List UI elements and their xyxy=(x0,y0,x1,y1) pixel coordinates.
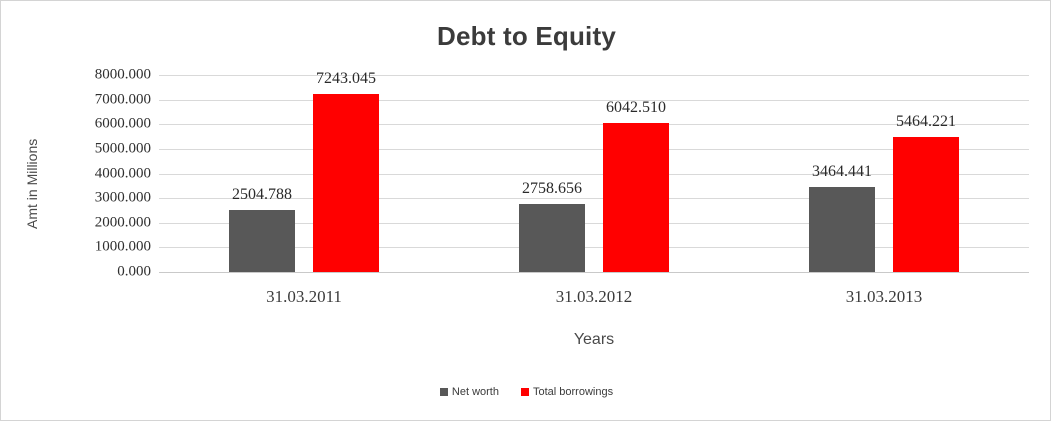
legend-entry[interactable]: Total borrowings xyxy=(520,386,614,398)
x-axis-category-label: 31.03.2011 xyxy=(266,287,342,306)
bar[interactable] xyxy=(603,123,669,272)
gridline xyxy=(159,272,1029,273)
y-axis-tick-labels: 8000.000 7000.000 6000.000 5000.000 4000.000… xyxy=(56,67,214,280)
y-axis-tick-label: 0.000 xyxy=(117,263,151,280)
gridline xyxy=(159,75,1029,76)
legend-entry[interactable]: Net worth xyxy=(439,386,499,398)
y-axis-tick-label: 5000.000 xyxy=(94,140,151,157)
bar[interactable] xyxy=(313,93,379,272)
bar[interactable] xyxy=(893,137,959,272)
gridline xyxy=(159,173,1029,175)
y-axis-tick-label: 4000.000 xyxy=(94,165,151,181)
legend-label: Net worth xyxy=(451,386,499,398)
y-axis-tick-label: 1000.000 xyxy=(94,238,151,255)
bar[interactable] xyxy=(519,204,585,272)
legend-swatch-icon xyxy=(520,388,529,396)
bar-value-label: 7243.045 xyxy=(316,69,376,87)
gridline xyxy=(159,99,1029,101)
gridline xyxy=(159,124,1029,126)
x-axis-category-label: 31.03.2012 xyxy=(555,287,633,306)
y-axis-tick-label: 3000.000 xyxy=(94,189,151,206)
y-axis-tick-label: 8000.000 xyxy=(94,66,151,83)
chart-legend: Net worth Total borrowings xyxy=(1,386,1050,398)
y-axis-tick-label: 7000.000 xyxy=(94,91,151,108)
legend-swatch-icon xyxy=(439,388,448,396)
chart-title: Debt to Equity xyxy=(436,21,616,51)
gridline xyxy=(159,198,1029,200)
y-axis-title: Amt in Millions xyxy=(24,138,40,229)
y-axis-tick-label: 6000.000 xyxy=(94,115,151,132)
bar-value-label: 2504.788 xyxy=(232,186,292,204)
x-axis-category-labels: 31.03.2011 31.03.2012 31.03.2013 xyxy=(159,287,1029,309)
gridline xyxy=(159,222,1029,224)
bar-value-label: 2758.656 xyxy=(522,180,582,198)
bar[interactable] xyxy=(229,210,295,272)
gridline xyxy=(159,247,1029,249)
x-axis-category-label: 31.03.2013 xyxy=(845,287,923,306)
bar-value-label: 6042.510 xyxy=(606,99,666,117)
y-axis-tick-label: 2000.000 xyxy=(94,214,151,231)
gridline xyxy=(159,148,1029,150)
legend-label: Total borrowings xyxy=(532,386,614,398)
bar-value-label: 5464.221 xyxy=(896,113,956,131)
bar-value-label: 3464.441 xyxy=(812,162,872,180)
plot-area: 2504.788 7243.045 2758.656 6042.510 3464.441… xyxy=(159,70,1029,273)
x-axis-title: Years xyxy=(573,331,615,348)
bar[interactable] xyxy=(809,186,875,272)
